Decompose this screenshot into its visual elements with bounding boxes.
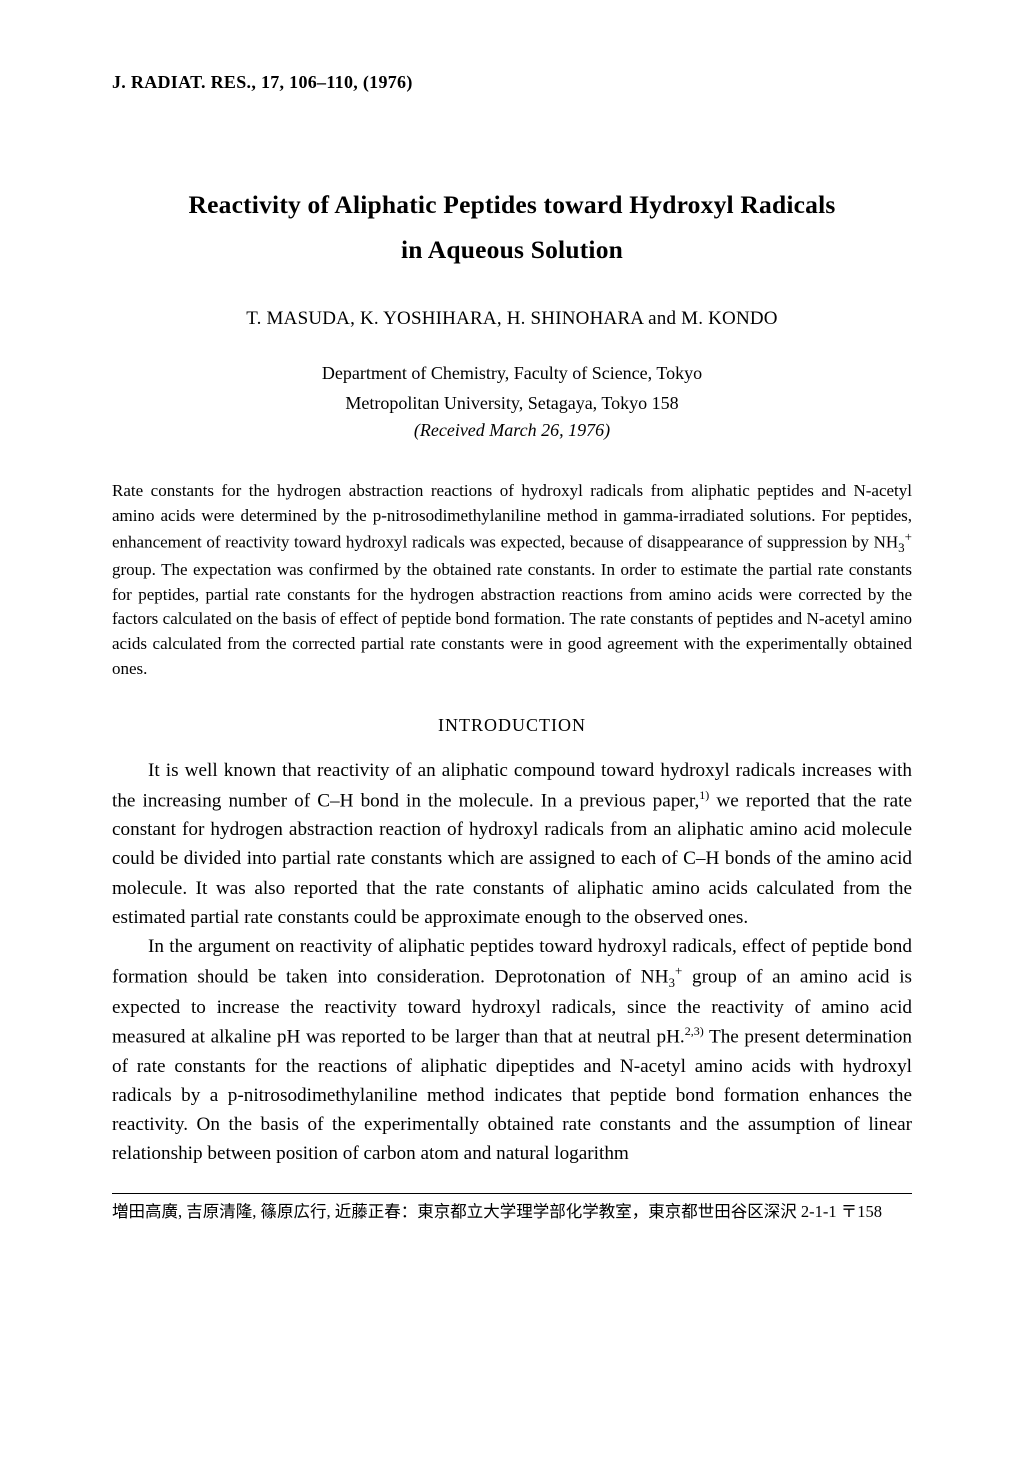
authors: T. MASUDA, K. YOSHIHARA, H. SHINOHARA an… xyxy=(112,308,912,330)
citation-ref-1: 1) xyxy=(699,788,709,802)
journal-reference: J. RADIAT. RES., 17, 106–110, (1976) xyxy=(112,72,912,93)
abstract: Rate constants for the hydrogen abstract… xyxy=(112,479,912,681)
japanese-footer: 増田高廣, 吉原清隆, 篠原広行, 近藤正春：東京都立大学理学部化学教室，東京都… xyxy=(112,1200,912,1225)
title-line-1: Reactivity of Aliphatic Peptides toward … xyxy=(189,190,836,219)
section-heading-introduction: INTRODUCTION xyxy=(112,715,912,736)
intro-paragraph-2: In the argument on reactivity of aliphat… xyxy=(112,932,912,1169)
article-title: Reactivity of Aliphatic Peptides toward … xyxy=(112,183,912,272)
nh3-superscript: + xyxy=(905,529,912,544)
citation-ref-2-3: 2,3) xyxy=(685,1024,704,1038)
title-line-2: in Aqueous Solution xyxy=(401,235,623,264)
footer-rule xyxy=(112,1193,912,1194)
page: J. RADIAT. RES., 17, 106–110, (1976) Rea… xyxy=(0,0,1020,1467)
introduction-body: It is well known that reactivity of an a… xyxy=(112,756,912,1168)
abstract-text-a: Rate constants for the hydrogen abstract… xyxy=(112,481,912,552)
received-date: (Received March 26, 1976) xyxy=(112,420,912,441)
affiliation-line-2: Metropolitan University, Setagaya, Tokyo… xyxy=(112,390,912,418)
intro-paragraph-1: It is well known that reactivity of an a… xyxy=(112,756,912,932)
affiliation-line-1: Department of Chemistry, Faculty of Scie… xyxy=(112,360,912,388)
abstract-text-b: group. The expectation was confirmed by … xyxy=(112,560,912,678)
